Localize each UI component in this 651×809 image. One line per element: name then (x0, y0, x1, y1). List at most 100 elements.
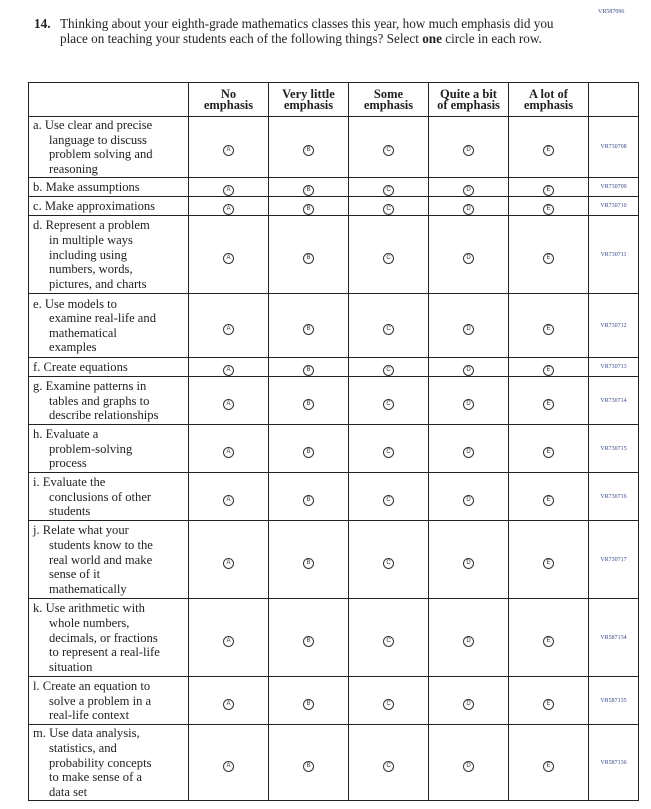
option-cell[interactable]: A (188, 376, 269, 426)
option-cell[interactable]: B (268, 196, 349, 217)
option-cell[interactable]: A (188, 520, 269, 600)
option-cell[interactable]: A (188, 115, 269, 179)
radio-bubble-a[interactable]: A (223, 635, 234, 647)
option-cell[interactable]: C (348, 424, 429, 474)
option-cell[interactable]: D (428, 724, 509, 802)
radio-bubble-c[interactable]: C (383, 557, 394, 569)
radio-bubble-b[interactable]: B (303, 145, 314, 157)
option-cell[interactable]: A (188, 424, 269, 474)
radio-bubble-a[interactable]: A (223, 204, 234, 216)
radio-bubble-b[interactable]: B (303, 252, 314, 264)
radio-bubble-d[interactable]: D (463, 635, 474, 647)
radio-bubble-b[interactable]: B (303, 398, 314, 410)
radio-bubble-d[interactable]: D (463, 446, 474, 458)
option-cell[interactable]: E (508, 520, 589, 600)
radio-bubble-c[interactable]: C (383, 446, 394, 458)
radio-bubble-e[interactable]: E (543, 145, 554, 157)
option-cell[interactable]: C (348, 293, 429, 359)
option-cell[interactable]: B (268, 376, 349, 426)
option-cell[interactable]: C (348, 520, 429, 600)
option-cell[interactable]: B (268, 472, 349, 522)
radio-bubble-c[interactable]: C (383, 323, 394, 335)
radio-bubble-d[interactable]: D (463, 760, 474, 772)
option-cell[interactable]: E (508, 598, 589, 678)
radio-bubble-a[interactable]: A (223, 446, 234, 458)
option-cell[interactable]: A (188, 724, 269, 802)
radio-bubble-a[interactable]: A (223, 365, 234, 377)
option-cell[interactable]: B (268, 357, 349, 378)
radio-bubble-a[interactable]: A (223, 494, 234, 506)
radio-bubble-b[interactable]: B (303, 185, 314, 197)
radio-bubble-e[interactable]: E (543, 204, 554, 216)
radio-bubble-a[interactable]: A (223, 323, 234, 335)
radio-bubble-a[interactable]: A (223, 185, 234, 197)
option-cell[interactable]: C (348, 196, 429, 217)
option-cell[interactable]: E (508, 196, 589, 217)
radio-bubble-a[interactable]: A (223, 398, 234, 410)
option-cell[interactable]: D (428, 293, 509, 359)
radio-bubble-b[interactable]: B (303, 446, 314, 458)
option-cell[interactable]: C (348, 177, 429, 198)
radio-bubble-b[interactable]: B (303, 365, 314, 377)
radio-bubble-c[interactable]: C (383, 494, 394, 506)
option-cell[interactable]: E (508, 115, 589, 179)
option-cell[interactable]: B (268, 115, 349, 179)
radio-bubble-d[interactable]: D (463, 557, 474, 569)
radio-bubble-d[interactable]: D (463, 494, 474, 506)
radio-bubble-b[interactable]: B (303, 760, 314, 772)
option-cell[interactable]: D (428, 472, 509, 522)
option-cell[interactable]: B (268, 293, 349, 359)
option-cell[interactable]: C (348, 357, 429, 378)
option-cell[interactable]: E (508, 724, 589, 802)
radio-bubble-c[interactable]: C (383, 252, 394, 264)
option-cell[interactable]: C (348, 598, 429, 678)
option-cell[interactable]: C (348, 676, 429, 726)
radio-bubble-b[interactable]: B (303, 557, 314, 569)
radio-bubble-b[interactable]: B (303, 635, 314, 647)
radio-bubble-b[interactable]: B (303, 698, 314, 710)
option-cell[interactable]: D (428, 520, 509, 600)
radio-bubble-e[interactable]: E (543, 185, 554, 197)
option-cell[interactable]: B (268, 215, 349, 295)
option-cell[interactable]: B (268, 177, 349, 198)
option-cell[interactable]: A (188, 598, 269, 678)
radio-bubble-d[interactable]: D (463, 398, 474, 410)
option-cell[interactable]: A (188, 196, 269, 217)
option-cell[interactable]: E (508, 376, 589, 426)
option-cell[interactable]: D (428, 676, 509, 726)
radio-bubble-b[interactable]: B (303, 494, 314, 506)
option-cell[interactable]: B (268, 676, 349, 726)
option-cell[interactable]: C (348, 472, 429, 522)
option-cell[interactable]: A (188, 472, 269, 522)
option-cell[interactable]: D (428, 215, 509, 295)
radio-bubble-c[interactable]: C (383, 698, 394, 710)
option-cell[interactable]: E (508, 357, 589, 378)
radio-bubble-a[interactable]: A (223, 698, 234, 710)
option-cell[interactable]: E (508, 424, 589, 474)
radio-bubble-c[interactable]: C (383, 145, 394, 157)
radio-bubble-a[interactable]: A (223, 760, 234, 772)
radio-bubble-e[interactable]: E (543, 494, 554, 506)
radio-bubble-d[interactable]: D (463, 365, 474, 377)
radio-bubble-e[interactable]: E (543, 365, 554, 377)
radio-bubble-d[interactable]: D (463, 698, 474, 710)
option-cell[interactable]: D (428, 598, 509, 678)
radio-bubble-e[interactable]: E (543, 252, 554, 264)
radio-bubble-c[interactable]: C (383, 760, 394, 772)
option-cell[interactable]: E (508, 177, 589, 198)
radio-bubble-d[interactable]: D (463, 204, 474, 216)
option-cell[interactable]: D (428, 424, 509, 474)
option-cell[interactable]: D (428, 115, 509, 179)
option-cell[interactable]: B (268, 520, 349, 600)
radio-bubble-b[interactable]: B (303, 323, 314, 335)
radio-bubble-b[interactable]: B (303, 204, 314, 216)
option-cell[interactable]: A (188, 293, 269, 359)
option-cell[interactable]: E (508, 293, 589, 359)
option-cell[interactable]: A (188, 676, 269, 726)
option-cell[interactable]: C (348, 724, 429, 802)
option-cell[interactable]: A (188, 215, 269, 295)
radio-bubble-c[interactable]: C (383, 185, 394, 197)
option-cell[interactable]: C (348, 115, 429, 179)
radio-bubble-a[interactable]: A (223, 252, 234, 264)
option-cell[interactable]: E (508, 215, 589, 295)
